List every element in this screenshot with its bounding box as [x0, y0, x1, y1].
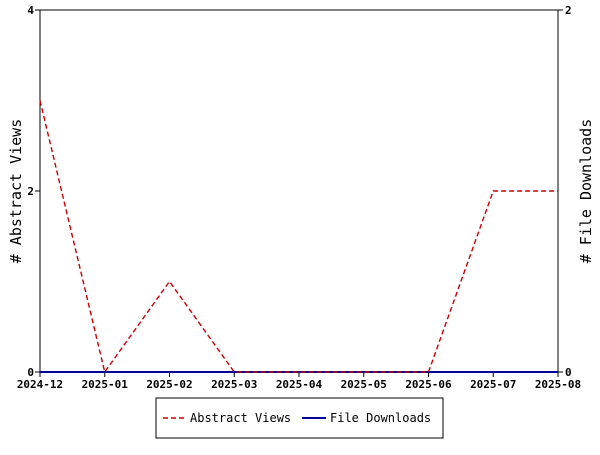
x-axis-ticks: 2024-12 2025-01 2025-02 2025-03 2025-04 2025-…: [17, 372, 581, 391]
series-line-abstract-views: [39, 100, 558, 374]
left-axis-ticks: 0 2 4: [27, 4, 40, 379]
right-tick-label: 0: [565, 366, 572, 379]
right-tick-label: 2: [565, 4, 572, 17]
x-tick-label: 2025-08: [535, 378, 581, 391]
x-tick-label: 2025-02: [146, 378, 192, 391]
plot-area: [39, 9, 559, 373]
x-tick-label: 2025-06: [405, 378, 452, 391]
right-axis-title: # File Downloads: [577, 119, 595, 264]
left-tick-label: 4: [27, 4, 34, 17]
series-layer: [39, 100, 558, 374]
legend-label-abstract-views: Abstract Views: [190, 411, 291, 425]
legend-label-file-downloads: File Downloads: [330, 411, 431, 425]
x-tick-label: 2025-04: [276, 378, 323, 391]
x-tick-label: 2025-05: [341, 378, 387, 391]
legend-box: [155, 397, 444, 439]
x-tick-label: 2025-07: [470, 378, 516, 391]
x-tick-label: 2024-12: [17, 378, 63, 391]
legend: Abstract Views File Downloads: [155, 397, 444, 439]
x-tick-label: 2025-03: [211, 378, 257, 391]
right-axis-ticks: 02: [558, 4, 572, 379]
x-tick-label: 2025-01: [82, 378, 129, 391]
left-tick-label: 2: [27, 185, 34, 198]
plot-border: [39, 9, 559, 373]
left-tick-label: 0: [27, 366, 34, 379]
left-axis-title: # Abstract Views: [7, 119, 25, 264]
